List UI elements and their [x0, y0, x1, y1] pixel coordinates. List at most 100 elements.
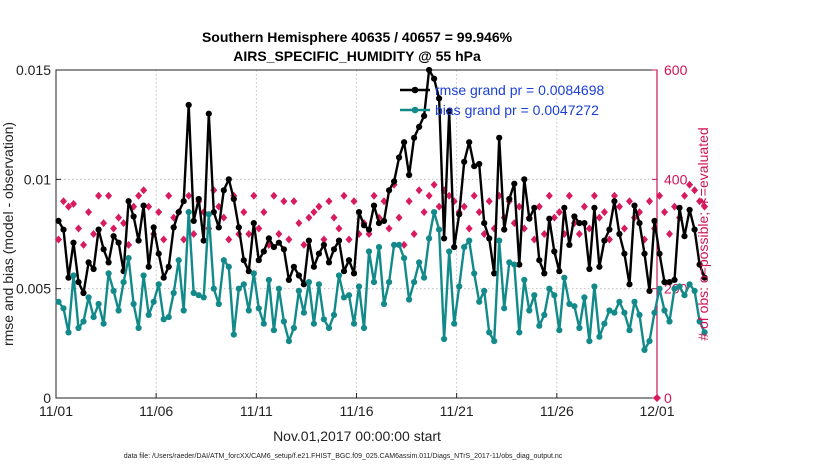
rmse-point — [335, 237, 343, 244]
rmse-point — [160, 274, 167, 281]
bias-point — [666, 318, 673, 325]
obs-evaluated-point — [535, 202, 543, 211]
obs-evaluated-point — [275, 230, 283, 238]
bias-point — [481, 287, 488, 294]
obs-evaluated-point — [515, 202, 523, 211]
bias-point — [651, 309, 658, 316]
bias-point — [621, 309, 628, 316]
bias-point — [70, 272, 77, 279]
obs-evaluated-point — [465, 224, 473, 233]
bias-point — [170, 289, 177, 297]
rmse-point — [421, 112, 428, 119]
bias-point — [65, 329, 72, 336]
rmse-point — [691, 226, 698, 233]
rmse-point — [125, 198, 132, 205]
bias-point — [320, 316, 327, 323]
bias-point — [120, 279, 127, 286]
obs-evaluated-point — [85, 208, 93, 217]
rmse-point — [140, 202, 147, 209]
bias-point — [380, 300, 388, 308]
rmse-point — [270, 244, 277, 251]
obs-evaluated-point — [435, 202, 443, 211]
obs-evaluated-point — [645, 197, 653, 206]
rmse-point — [471, 163, 478, 170]
obs-evaluated-point — [605, 235, 613, 244]
bias-point — [451, 320, 458, 327]
rmse-point — [240, 257, 247, 264]
bias-point — [310, 320, 317, 327]
rmse-point — [145, 263, 152, 270]
bias-point — [330, 311, 338, 318]
rmse-point — [300, 281, 307, 288]
rmse-point — [205, 110, 212, 117]
rmse-point — [210, 209, 217, 216]
rmse-point — [491, 270, 498, 277]
bias-point — [596, 333, 603, 340]
rmse-point — [436, 95, 443, 102]
x-tick-label: 11/16 — [340, 403, 374, 419]
obs-evaluated-point — [280, 197, 288, 206]
bias-point — [461, 244, 468, 251]
y-left-tick-label: 0.005 — [16, 281, 51, 297]
bias-point — [656, 285, 663, 292]
rmse-point — [85, 259, 92, 266]
rmse-point — [411, 134, 418, 141]
obs-evaluated-point — [135, 191, 143, 200]
rmse-point — [676, 204, 683, 211]
rmse-point — [551, 248, 558, 255]
bias-point — [516, 329, 523, 336]
rmse-point — [571, 213, 578, 220]
rmse-point — [80, 289, 87, 297]
bias-point — [255, 305, 262, 312]
bias-point — [270, 327, 277, 334]
obs-evaluated-point — [370, 191, 378, 200]
rmse-point — [55, 217, 62, 224]
rmse-point — [546, 215, 553, 222]
obs-evaluated-point — [475, 208, 483, 217]
obs-evaluated-point — [240, 208, 248, 217]
rmse-point — [606, 226, 613, 233]
rmse-point — [531, 204, 538, 211]
x-tick-label: 11/01 — [39, 403, 73, 419]
rmse-point — [290, 263, 297, 270]
obs-evaluated-point — [185, 191, 193, 200]
rmse-point — [200, 237, 207, 244]
bias-point — [641, 346, 648, 353]
bias-point — [426, 235, 433, 242]
obs-evaluated-point — [385, 224, 393, 233]
bias-point — [411, 279, 418, 286]
obs-evaluated-point — [345, 235, 353, 244]
rmse-point — [596, 263, 603, 270]
rmse-point — [406, 171, 413, 179]
bias-point — [365, 248, 373, 255]
bias-point — [185, 209, 192, 216]
obs-evaluated-point — [395, 213, 403, 222]
rmse-point — [365, 226, 373, 233]
bias-point — [280, 318, 287, 325]
rmse-point — [586, 265, 593, 273]
x-tick-label: 11/06 — [139, 403, 173, 419]
bias-point — [190, 289, 197, 297]
rmse-point — [521, 176, 528, 183]
obs-evaluated-point — [625, 197, 633, 206]
obs-evaluated-point — [485, 197, 493, 206]
obs-evaluated-point — [400, 240, 408, 249]
obs-evaluated-point — [260, 208, 268, 217]
bias-point — [456, 283, 463, 290]
y-right-tick-label: 0 — [664, 390, 672, 406]
rmse-point — [170, 224, 177, 231]
rmse-point — [701, 274, 708, 281]
obs-evaluated-point — [595, 213, 603, 222]
rmse-point — [541, 270, 548, 277]
obs-evaluated-point — [590, 191, 598, 200]
rmse-point — [225, 176, 232, 183]
obs-evaluated-point — [330, 213, 338, 222]
bias-point — [80, 318, 87, 325]
bias-point — [536, 322, 543, 329]
bias-point — [576, 324, 583, 332]
bias-point — [215, 300, 222, 308]
bias-point — [110, 287, 117, 294]
rmse-point — [631, 202, 638, 209]
obs-evaluated-point — [335, 224, 343, 233]
